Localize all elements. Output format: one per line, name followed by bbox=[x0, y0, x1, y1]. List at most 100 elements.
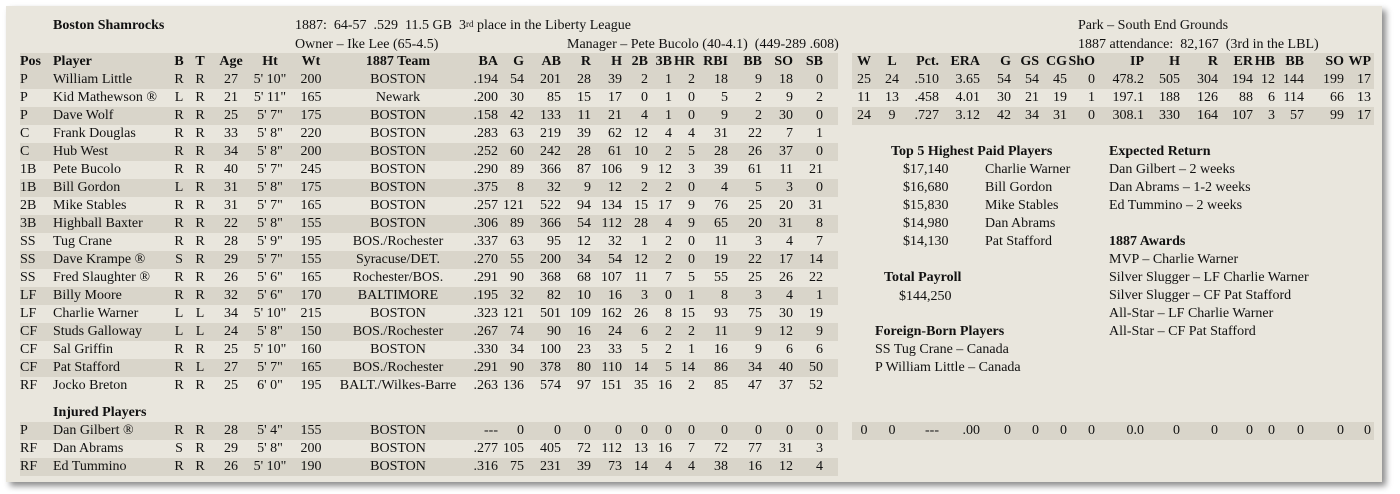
injured-pitching-stat: 0 bbox=[1297, 423, 1304, 438]
pitching-stat: 126 bbox=[1197, 90, 1218, 105]
player-stat: .252 bbox=[473, 144, 499, 159]
player-stat: 3 bbox=[641, 288, 648, 303]
player-stat: P bbox=[20, 72, 28, 87]
owner-line: Owner – Ike Lee (65-4.5) bbox=[295, 37, 439, 52]
player-stat: 5 bbox=[665, 360, 672, 375]
player-stat: 5 bbox=[721, 90, 728, 105]
column-header: 3B bbox=[655, 54, 672, 69]
player-stat: 85 bbox=[547, 90, 561, 105]
player-stat: R bbox=[195, 126, 205, 141]
injured-stat: 72 bbox=[577, 441, 591, 456]
injured-stat: R bbox=[195, 441, 205, 456]
pitching-stat: 9 bbox=[888, 108, 896, 123]
player-stat: 5' 7" bbox=[257, 360, 283, 375]
player-stat: BOSTON bbox=[370, 162, 426, 177]
player-stat: 90 bbox=[510, 270, 524, 285]
player-stat: 37 bbox=[779, 378, 793, 393]
player-stat: BOSTON bbox=[370, 126, 426, 141]
column-header: SB bbox=[805, 54, 823, 69]
player-stat: 18 bbox=[714, 72, 728, 87]
injured-stat: 5' 10" bbox=[253, 459, 287, 474]
player-stat: CF bbox=[20, 342, 38, 357]
player-stat: L bbox=[174, 180, 184, 195]
attendance-line: 1887 attendance: 82,167 (3rd in the LBL) bbox=[1078, 37, 1319, 52]
player-stat: 8 bbox=[721, 288, 728, 303]
column-header: ShO bbox=[1068, 54, 1095, 69]
player-stat: L bbox=[174, 306, 184, 321]
player-stat: .290 bbox=[473, 162, 499, 177]
injured-pitching-stat: 0 bbox=[1268, 423, 1275, 438]
player-stat: 19 bbox=[714, 252, 728, 267]
player-stat: BOSTON bbox=[370, 72, 426, 87]
injured-stat: 0 bbox=[688, 423, 695, 438]
column-header: CG bbox=[1046, 54, 1067, 69]
player-stat: 5 bbox=[688, 270, 695, 285]
injured-stat: 5' 8" bbox=[257, 441, 283, 456]
injured-stat: 38 bbox=[714, 459, 728, 474]
row-shading bbox=[20, 53, 838, 71]
award-item: MVP – Charlie Warner bbox=[1109, 252, 1239, 267]
player-stat: 4 bbox=[786, 234, 793, 249]
player-stat: 6 bbox=[786, 342, 793, 357]
player-stat: 90 bbox=[510, 360, 524, 375]
column-header: H bbox=[611, 54, 622, 69]
player-stat: 5' 11" bbox=[253, 90, 287, 105]
pitching-stat: 505 bbox=[1159, 72, 1180, 87]
player-stat: 3 bbox=[786, 180, 793, 195]
player-stat: 112 bbox=[601, 216, 622, 231]
column-header: 2B bbox=[631, 54, 648, 69]
player-stat: R bbox=[195, 108, 205, 123]
player-stat: 0 bbox=[688, 90, 695, 105]
player-stat: 110 bbox=[601, 360, 622, 375]
player-stat: BALT./Wilkes-Barre bbox=[339, 378, 457, 393]
player-stat: 85 bbox=[714, 378, 728, 393]
player-stat: 0 bbox=[688, 180, 695, 195]
player-stat: 32 bbox=[224, 288, 238, 303]
salary-player: Charlie Warner bbox=[985, 162, 1071, 177]
column-header: ERA bbox=[950, 54, 980, 69]
player-stat: .195 bbox=[473, 288, 499, 303]
player-stat: 220 bbox=[300, 126, 322, 141]
column-header: WP bbox=[1348, 54, 1371, 69]
player-stat: 19 bbox=[809, 306, 823, 321]
pitching-stat: 12 bbox=[1261, 72, 1275, 87]
player-stat: BOSTON bbox=[370, 144, 426, 159]
player-stat: 9 bbox=[755, 342, 762, 357]
salary-player: Bill Gordon bbox=[985, 180, 1053, 195]
injured-pitching-stat: .00 bbox=[962, 423, 981, 438]
player-stat: 32 bbox=[608, 234, 622, 249]
player-stat: 2 bbox=[665, 234, 672, 249]
player-stat: 1 bbox=[665, 90, 672, 105]
player-stat: 33 bbox=[608, 342, 622, 357]
injured-stat: BOSTON bbox=[370, 441, 426, 456]
column-header: RBI bbox=[703, 54, 728, 69]
player-stat: 100 bbox=[540, 342, 561, 357]
player-stat: 3 bbox=[688, 162, 695, 177]
player-stat: 14 bbox=[634, 360, 648, 375]
player-stat: R bbox=[195, 72, 205, 87]
player-stat: .375 bbox=[473, 180, 499, 195]
player-stat: R bbox=[174, 342, 184, 357]
player-stat: 5' 9" bbox=[257, 234, 283, 249]
injured-pitching-stat: 0 bbox=[1032, 423, 1039, 438]
player-stat: 5' 7" bbox=[257, 108, 283, 123]
player-stat: .291 bbox=[473, 360, 499, 375]
injured-stat: 0 bbox=[786, 423, 793, 438]
player-stat: 9 bbox=[688, 216, 695, 231]
row-shading bbox=[852, 71, 1374, 89]
player-stat: 165 bbox=[300, 270, 322, 285]
park-line: Park – South End Grounds bbox=[1078, 18, 1229, 33]
column-header: GS bbox=[1020, 54, 1039, 69]
player-stat: 80 bbox=[577, 360, 591, 375]
player-stat: 9 bbox=[755, 72, 762, 87]
awards-title: 1887 Awards bbox=[1109, 234, 1186, 249]
row-shading bbox=[20, 143, 838, 161]
player-name: Billy Moore bbox=[53, 288, 122, 303]
player-stat: 21 bbox=[809, 162, 823, 177]
salary-amount: $14,130 bbox=[903, 234, 949, 249]
player-name: Fred Slaughter ® bbox=[53, 270, 150, 285]
column-header: SO bbox=[1325, 54, 1344, 69]
player-stat: 5 bbox=[641, 342, 648, 357]
injured-stat: BOSTON bbox=[370, 459, 426, 474]
player-stat: 6 bbox=[816, 342, 823, 357]
